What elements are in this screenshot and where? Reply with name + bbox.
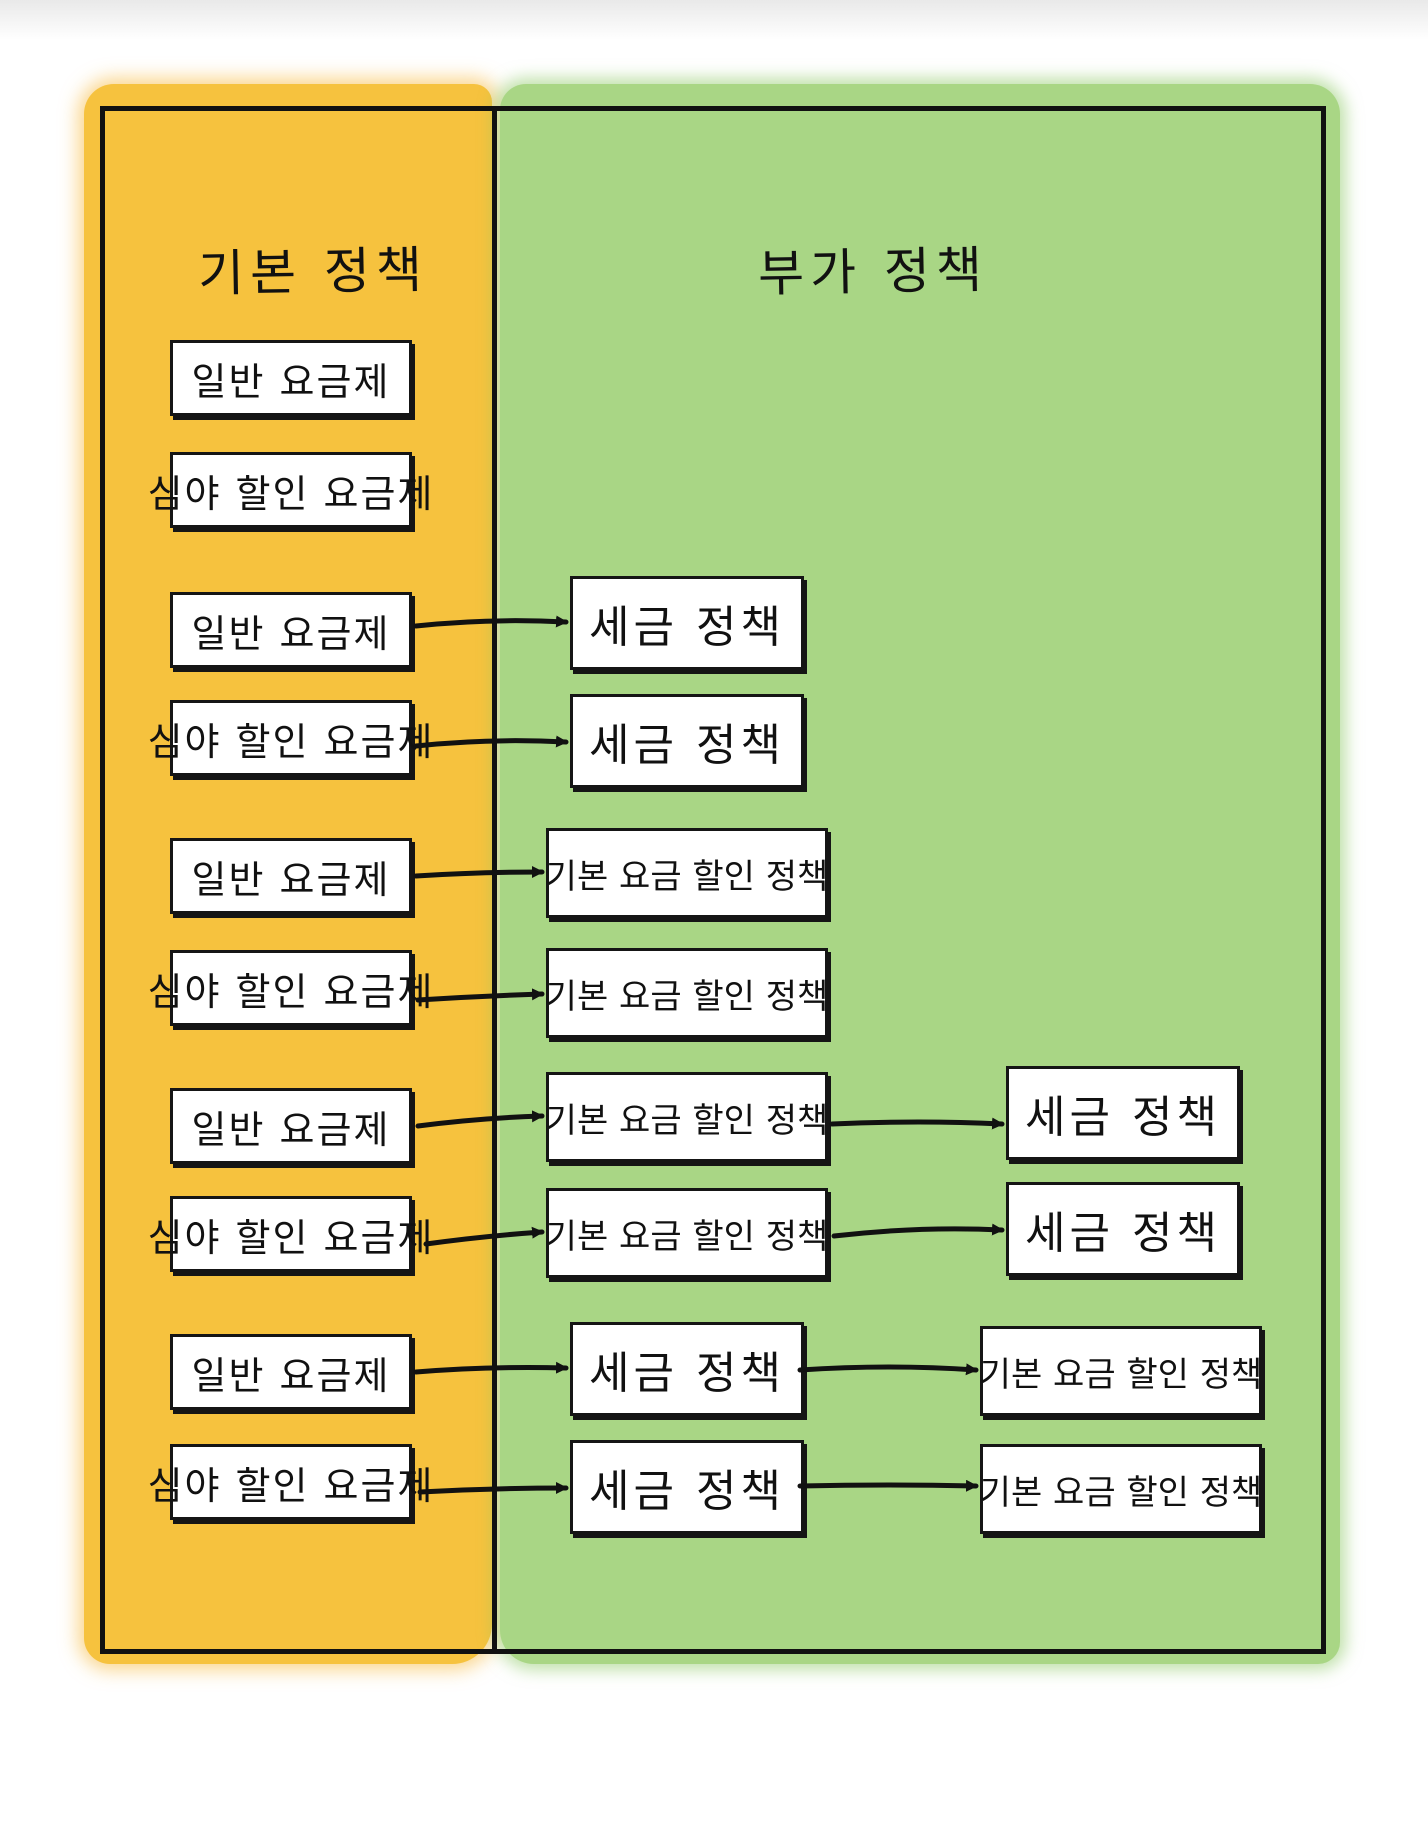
regular-plan-box-4: 일반 요금제 xyxy=(170,1088,412,1164)
tax-policy-box-6: 세금 정책 xyxy=(1006,1182,1240,1276)
tax-policy-box-5: 세금 정책 xyxy=(1006,1066,1240,1160)
regular-plan-box-5: 일반 요금제 xyxy=(170,1334,412,1410)
arrow-night-to-discount-2 xyxy=(415,988,545,1003)
tax-policy-box-1: 세금 정책 xyxy=(570,576,804,670)
discount-policy-box-2: 기본 요금 할인 정책 xyxy=(546,948,828,1038)
arrow-night-to-tax-4 xyxy=(417,1482,569,1495)
night-plan-box-1: 심야 할인 요금제 xyxy=(148,452,432,528)
arrow-regular-to-tax-3 xyxy=(413,1361,569,1375)
discount-policy-box-1: 기본 요금 할인 정책 xyxy=(546,828,828,918)
regular-plan-box-2: 일반 요금제 xyxy=(170,592,412,668)
discount-policy-box-3: 기본 요금 할인 정책 xyxy=(546,1072,828,1162)
arrow-night-to-discount-4 xyxy=(423,1226,545,1247)
arrow-discount-4-to-tax-6 xyxy=(831,1223,1005,1239)
page-top-shade xyxy=(0,0,1428,40)
night-plan-box-4: 심야 할인 요금제 xyxy=(148,1196,432,1272)
arrow-tax-4-to-discount-6 xyxy=(797,1479,979,1492)
regular-plan-box-3: 일반 요금제 xyxy=(170,838,412,914)
night-plan-box-2: 심야 할인 요금제 xyxy=(148,700,432,776)
tax-policy-box-4: 세금 정책 xyxy=(570,1440,804,1534)
night-plan-box-3: 심야 할인 요금제 xyxy=(148,950,432,1026)
tax-policy-box-2: 세금 정책 xyxy=(570,694,804,788)
arrow-tax-3-to-discount-5 xyxy=(797,1363,979,1376)
regular-plan-box-1: 일반 요금제 xyxy=(170,340,412,416)
column-divider xyxy=(492,106,497,1654)
arrow-discount-3-to-tax-5 xyxy=(829,1117,1005,1130)
discount-policy-box-5: 기본 요금 할인 정책 xyxy=(980,1326,1262,1416)
diagram-frame xyxy=(100,106,1326,1654)
arrow-regular-to-discount-3 xyxy=(415,1110,545,1129)
arrow-regular-to-tax-1 xyxy=(413,615,569,629)
arrow-night-to-tax-2 xyxy=(413,735,569,749)
discount-policy-box-4: 기본 요금 할인 정책 xyxy=(546,1188,828,1278)
night-plan-box-5: 심야 할인 요금제 xyxy=(148,1444,432,1520)
discount-policy-box-6: 기본 요금 할인 정책 xyxy=(980,1444,1262,1534)
arrow-regular-to-discount-1 xyxy=(413,866,545,879)
